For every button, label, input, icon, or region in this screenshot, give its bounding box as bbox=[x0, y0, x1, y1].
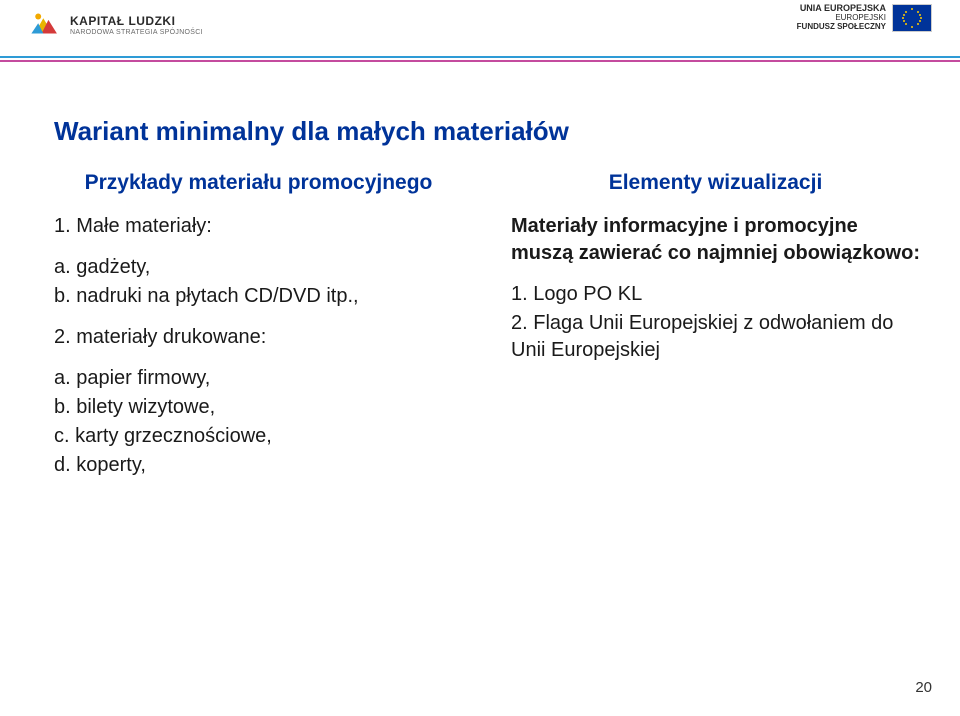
right-intro-bold: Materiały informacyjne i promocyjne musz… bbox=[511, 213, 920, 267]
left-item-1b: b. nadruki na płytach CD/DVD itp., bbox=[54, 283, 463, 310]
eu-flag-icon bbox=[892, 4, 932, 32]
two-column-layout: Przykłady materiału promocyjnego 1. Małe… bbox=[54, 171, 920, 481]
eu-text-block: UNIA EUROPEJSKA EUROPEJSKI FUNDUSZ SPOŁE… bbox=[797, 4, 886, 31]
right-column: Elementy wizualizacji Materiały informac… bbox=[487, 171, 920, 481]
left-item-2c: c. karty grzecznościowe, bbox=[54, 423, 463, 450]
eu-line3: FUNDUSZ SPOŁECZNY bbox=[797, 23, 886, 32]
left-column-heading: Przykłady materiału promocyjnego bbox=[54, 171, 463, 195]
right-column-heading: Elementy wizualizacji bbox=[511, 171, 920, 195]
left-item-2a: a. papier firmowy, bbox=[54, 365, 463, 392]
content-area: Wariant minimalny dla małych materiałów … bbox=[0, 60, 960, 481]
header-right-logo-block: UNIA EUROPEJSKA EUROPEJSKI FUNDUSZ SPOŁE… bbox=[797, 4, 932, 32]
kapital-ludzki-icon bbox=[28, 8, 62, 42]
kl-subtitle: NARODOWA STRATEGIA SPÓJNOŚCI bbox=[70, 29, 203, 36]
left-column-body: 1. Małe materiały: a. gadżety, b. nadruk… bbox=[54, 213, 463, 479]
divider-magenta bbox=[0, 60, 960, 62]
left-item-2-header: 2. materiały drukowane: bbox=[54, 324, 463, 351]
left-item-2d: d. koperty, bbox=[54, 452, 463, 479]
divider-blue bbox=[0, 56, 960, 58]
kl-title: KAPITAŁ LUDZKI bbox=[70, 15, 203, 27]
slide-page: KAPITAŁ LUDZKI NARODOWA STRATEGIA SPÓJNO… bbox=[0, 0, 960, 716]
left-item-1a: a. gadżety, bbox=[54, 254, 463, 281]
right-column-body: Materiały informacyjne i promocyjne musz… bbox=[511, 213, 920, 364]
right-item-2: 2. Flaga Unii Europejskiej z odwołaniem … bbox=[511, 310, 920, 364]
right-item-2-text: 2. Flaga Unii Europejskiej z odwołaniem … bbox=[511, 312, 893, 361]
left-column: Przykłady materiału promocyjnego 1. Małe… bbox=[54, 171, 487, 481]
kapital-ludzki-text: KAPITAŁ LUDZKI NARODOWA STRATEGIA SPÓJNO… bbox=[70, 15, 203, 36]
page-number: 20 bbox=[915, 679, 932, 696]
left-item-2b: b. bilety wizytowe, bbox=[54, 394, 463, 421]
page-title: Wariant minimalny dla małych materiałów bbox=[54, 116, 920, 147]
left-item-1-header: 1. Małe materiały: bbox=[54, 213, 463, 240]
header-bar: KAPITAŁ LUDZKI NARODOWA STRATEGIA SPÓJNO… bbox=[0, 0, 960, 60]
right-item-1: 1. Logo PO KL bbox=[511, 281, 920, 308]
